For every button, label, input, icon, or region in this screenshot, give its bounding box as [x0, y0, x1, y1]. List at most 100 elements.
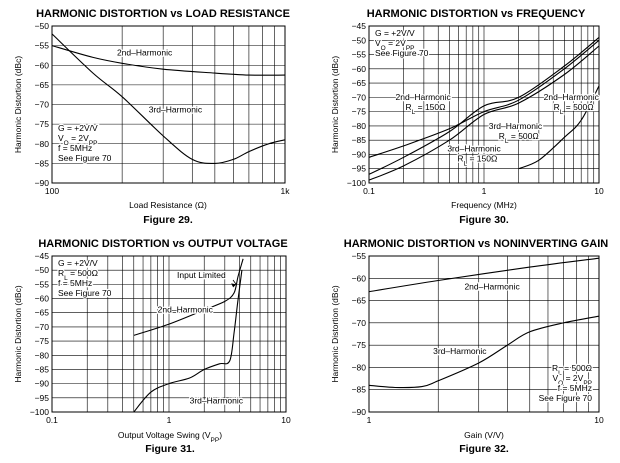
y-tick-label: −90 [352, 407, 367, 417]
y-axis-label: Harmonic Distortion (dBc) [13, 285, 23, 382]
plot-frame [368, 25, 600, 184]
chart-4: HARMONIC DISTORTION vs NONINVERTING GAIN… [330, 238, 608, 455]
y-tick-label: −75 [352, 107, 367, 117]
y-tick-label: −70 [352, 318, 367, 328]
y-tick-label: −100 [347, 178, 366, 188]
series-sublabel: RL = 150Ω [406, 102, 446, 116]
condition-line: G = +2V/V [58, 123, 98, 133]
y-tick-label: −85 [35, 364, 50, 374]
y-tick-label: −50 [35, 265, 50, 275]
series-label: 3rd–Harmonic [149, 104, 203, 114]
series-line-2 [133, 270, 243, 413]
y-tick-label: −60 [35, 60, 50, 70]
condition-line: G = +2V/V [375, 28, 415, 38]
y-tick-label: −80 [352, 121, 367, 131]
x-tick-label: 10 [594, 415, 604, 425]
y-tick-label: −90 [35, 379, 50, 389]
y-axis-label: Harmonic Distortion (dBc) [330, 56, 340, 153]
condition-line: f = 5MHz [58, 278, 92, 288]
grid [52, 26, 285, 183]
condition-line: f = 5MHz [58, 143, 92, 153]
y-tick-label: −100 [30, 407, 49, 417]
figure-caption: Figure 31. [145, 443, 195, 455]
plot-frame [51, 25, 286, 184]
x-tick-label: 10 [594, 186, 604, 196]
condition-line: VO = 2VPP [58, 133, 98, 147]
y-tick-label: −90 [352, 149, 367, 159]
y-tick-label: −85 [352, 385, 367, 395]
condition-line: See Figure 70 [58, 153, 112, 163]
grid [52, 256, 286, 412]
x-tick-label: 0.1 [363, 186, 375, 196]
x-axis-label: Gain (V/V) [464, 430, 504, 440]
x-tick-label: 1 [367, 415, 372, 425]
chart-3: HARMONIC DISTORTION vs OUTPUT VOLTAGE Fig… [13, 238, 291, 455]
series-label: 2nd–Harmonic [396, 92, 452, 102]
y-tick-label: −60 [352, 273, 367, 283]
series-label: 3rd–Harmonic [489, 121, 543, 131]
condition-line: f = 5MHz [558, 383, 592, 393]
y-tick-label: −65 [35, 80, 50, 90]
y-tick-label: −65 [35, 308, 50, 318]
chart-title: HARMONIC DISTORTION vs FREQUENCY [367, 8, 586, 20]
y-tick-label: −75 [35, 336, 50, 346]
y-tick-label: −75 [352, 340, 367, 350]
grid [369, 26, 599, 183]
series-line-2 [368, 315, 600, 389]
series-sublabel: RL = 150Ω [457, 154, 497, 168]
y-tick-label: −45 [352, 21, 367, 31]
series-label: 2nd–Harmonic [117, 47, 173, 57]
y-tick-label: −55 [352, 251, 367, 261]
series-label: 3rd–Harmonic [447, 144, 501, 154]
series-sublabel: RL = 500Ω [499, 131, 539, 145]
series-sublabel: RL = 500Ω [554, 102, 594, 116]
x-tick-label: 10 [281, 415, 291, 425]
y-tick-label: −65 [352, 296, 367, 306]
series-label: 2nd–Harmonic [158, 305, 214, 315]
series-line-2 [368, 36, 600, 175]
x-tick-label: 1 [167, 415, 172, 425]
y-tick-label: −85 [352, 135, 367, 145]
series-label: 3rd–Harmonic [433, 346, 487, 356]
x-tick-label: 1k [281, 186, 291, 196]
condition-line: RL = 500Ω [552, 363, 592, 377]
chart-title: HARMONIC DISTORTION vs OUTPUT VOLTAGE [38, 238, 287, 250]
y-tick-label: −55 [35, 279, 50, 289]
chart-title: HARMONIC DISTORTION vs LOAD RESISTANCE [36, 8, 290, 20]
x-axis-label: Frequency (MHz) [451, 200, 517, 210]
chart-1: HARMONIC DISTORTION vs LOAD RESISTANCE Fi… [13, 8, 290, 226]
input-limited-label: Input Limited [177, 270, 226, 280]
arrow-head-icon [231, 283, 237, 288]
y-tick-label: −65 [352, 78, 367, 88]
y-tick-label: −45 [35, 251, 50, 261]
y-tick-label: −85 [35, 158, 50, 168]
y-axis-label: Harmonic Distortion (dBc) [330, 285, 340, 382]
condition-line: See Figure 70 [58, 288, 112, 298]
y-tick-label: −80 [35, 139, 50, 149]
condition-line: G = +2V/V [58, 258, 98, 268]
x-tick-label: 100 [45, 186, 59, 196]
y-tick-label: −60 [35, 294, 50, 304]
y-tick-label: −75 [35, 119, 50, 129]
chart-title: HARMONIC DISTORTION vs NONINVERTING GAIN [344, 238, 608, 250]
series-line-1 [51, 45, 286, 76]
series-line-1 [368, 39, 600, 158]
y-axis-label: Harmonic Distortion (dBc) [13, 56, 23, 153]
x-tick-label: 1 [482, 186, 487, 196]
y-tick-label: −95 [352, 164, 367, 174]
series-line-1 [368, 257, 600, 293]
chart-2: HARMONIC DISTORTION vs FREQUENCY Figure 3… [330, 8, 604, 226]
y-tick-label: −50 [352, 35, 367, 45]
series-line-1 [133, 258, 244, 336]
series-label: 2nd–Harmonic [544, 92, 600, 102]
series-line-4 [518, 85, 600, 170]
y-tick-label: −90 [35, 178, 50, 188]
figure-caption: Figure 32. [459, 443, 509, 455]
condition-line: VO = 2VPP [553, 373, 593, 387]
series-line-2 [51, 33, 286, 164]
series-label: 2nd–Harmonic [464, 281, 520, 291]
y-tick-label: −70 [35, 322, 50, 332]
x-axis-label: Output Voltage Swing (VPP) [118, 430, 222, 444]
figure-caption: Figure 29. [143, 214, 193, 226]
